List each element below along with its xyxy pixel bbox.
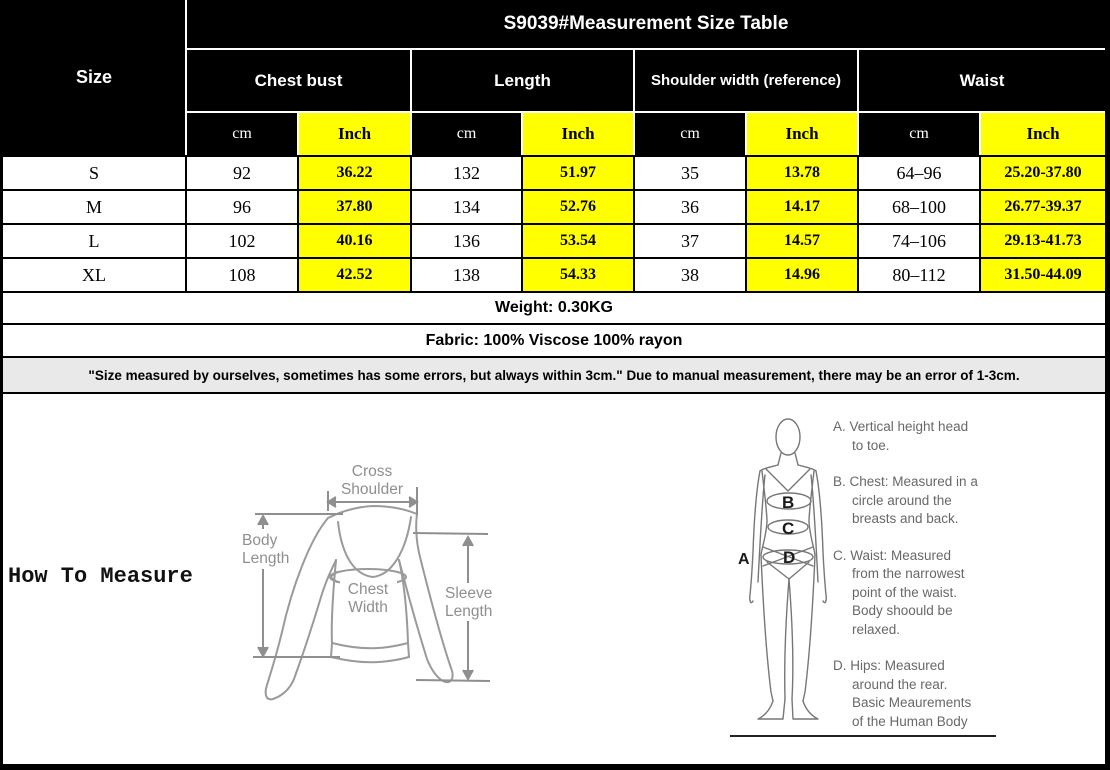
shoulder-inch-cell: 14.17 — [747, 189, 859, 223]
waist-cm-cell: 64–96 — [859, 155, 981, 189]
figure-letter-b: B — [782, 493, 794, 512]
length-cm-cell: 134 — [412, 189, 523, 223]
body-length-label-line1: Body — [242, 532, 278, 549]
waist-cm-cell: 80–112 — [859, 257, 981, 291]
figure-underline — [730, 735, 996, 737]
waist-inch-cell: 26.77-39.37 — [981, 189, 1105, 223]
length-cm-cell: 138 — [412, 257, 523, 291]
group-header-chest-bust: Chest bust — [187, 50, 412, 113]
chest-cm-cell: 108 — [187, 257, 299, 291]
length-inch-cell: 51.97 — [523, 155, 635, 189]
measurement-note-row: "Size measured by ourselves, sometimes h… — [3, 356, 1105, 392]
waist-cm-cell: 68–100 — [859, 189, 981, 223]
waist-inch-cell: 31.50-44.09 — [981, 257, 1105, 291]
chest-inch-cell: 42.52 — [299, 257, 412, 291]
size-cell: S — [3, 155, 187, 189]
shoulder-cm-cell: 36 — [635, 189, 747, 223]
size-cell: XL — [3, 257, 187, 291]
weight-row: Weight: 0.30KG — [3, 291, 1105, 323]
length-cm-cell: 132 — [412, 155, 523, 189]
instruction-c: C. Waist: Measured from the narrowest po… — [833, 547, 965, 637]
figure-letter-a: A — [738, 551, 750, 568]
shoulder-inch-cell: 13.78 — [747, 155, 859, 189]
chest-cm-cell: 96 — [187, 189, 299, 223]
size-column-header: Size — [3, 0, 187, 155]
unit-header-inch: Inch — [747, 113, 859, 155]
chest-inch-cell: 37.80 — [299, 189, 412, 223]
group-header-shoulder-width: Shoulder width (reference) — [635, 50, 859, 113]
waist-inch-cell: 29.13-41.73 — [981, 223, 1105, 257]
chest-inch-cell: 36.22 — [299, 155, 412, 189]
measurement-size-table: Size S9039#Measurement Size Table Chest … — [0, 0, 1110, 392]
waist-inch-cell: 25.20-37.80 — [981, 155, 1105, 189]
shoulder-cm-cell: 37 — [635, 223, 747, 257]
cross-shoulder-label-line1: Cross — [352, 463, 393, 480]
unit-header-cm: cm — [859, 113, 981, 155]
unit-header-inch: Inch — [981, 113, 1105, 155]
group-header-waist: Waist — [859, 50, 1105, 113]
body-measure-figure: A B C D — [738, 418, 827, 720]
chest-inch-cell: 40.16 — [299, 223, 412, 257]
length-inch-cell: 54.33 — [523, 257, 635, 291]
shoulder-inch-cell: 14.96 — [747, 257, 859, 291]
cross-shoulder-label-line2: Shoulder — [341, 481, 403, 498]
unit-header-cm: cm — [187, 113, 299, 155]
figure-letter-c: C — [782, 519, 794, 538]
unit-header-inch: Inch — [299, 113, 412, 155]
table-title: S9039#Measurement Size Table — [187, 0, 1105, 50]
chest-cm-cell: 102 — [187, 223, 299, 257]
group-header-length: Length — [412, 50, 635, 113]
size-cell: L — [3, 223, 187, 257]
sleeve-length-label-line2: Length — [445, 603, 492, 620]
waist-cm-cell: 74–106 — [859, 223, 981, 257]
how-to-measure-panel: How To Measure — [0, 392, 1110, 764]
instruction-a: A. Vertical height head to toe. — [833, 419, 969, 453]
unit-header-inch: Inch — [523, 113, 635, 155]
length-inch-cell: 52.76 — [523, 189, 635, 223]
sleeve-length-label-line1: Sleeve — [445, 585, 492, 602]
how-to-measure-heading: How To Measure — [8, 564, 193, 589]
instruction-b: B. Chest: Measured in a circle around th… — [833, 474, 978, 526]
shoulder-inch-cell: 14.57 — [747, 223, 859, 257]
length-inch-cell: 53.54 — [523, 223, 635, 257]
shoulder-cm-cell: 38 — [635, 257, 747, 291]
shoulder-cm-cell: 35 — [635, 155, 747, 189]
length-cm-cell: 136 — [412, 223, 523, 257]
instruction-d: D. Hips: Measured around the rear. Basic… — [833, 658, 972, 729]
chest-width-label-line1: Chest — [348, 581, 389, 598]
chest-width-label-line2: Width — [348, 599, 388, 616]
unit-header-cm: cm — [412, 113, 523, 155]
size-cell: M — [3, 189, 187, 223]
body-length-label-line2: Length — [242, 550, 289, 567]
shirt-measure-diagram: Cross Shoulder Body Length Chest Width S… — [238, 463, 500, 701]
fabric-row: Fabric: 100% Viscose 100% rayon — [3, 323, 1105, 356]
unit-header-cm: cm — [635, 113, 747, 155]
chest-cm-cell: 92 — [187, 155, 299, 189]
figure-letter-d: D — [783, 548, 795, 567]
measure-instructions: A. Vertical height head to toe. B. Chest… — [833, 418, 1015, 749]
